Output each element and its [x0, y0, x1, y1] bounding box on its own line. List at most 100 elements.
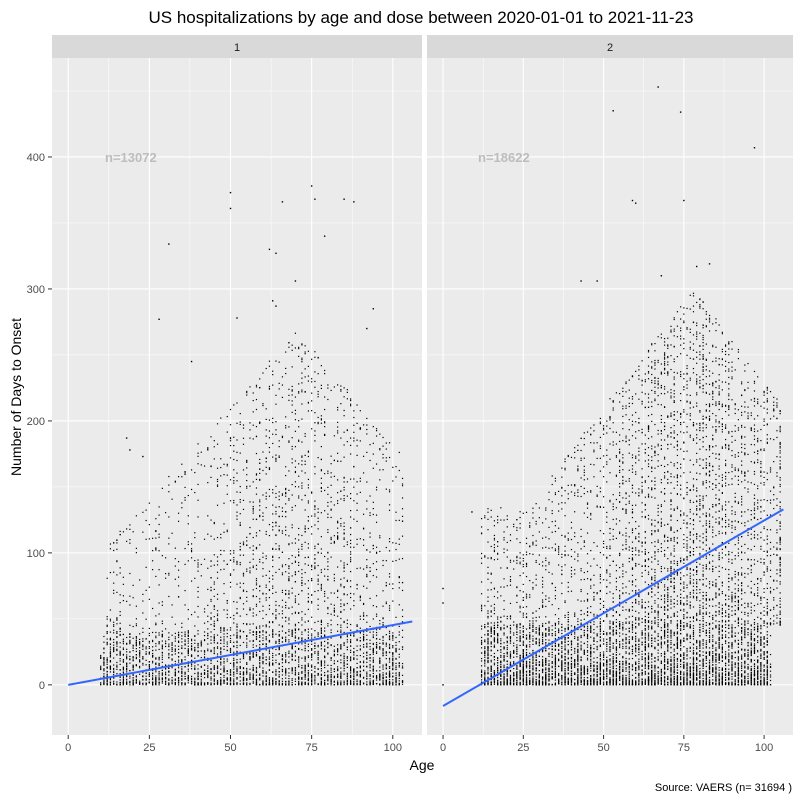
scatter-point [233, 552, 235, 554]
scatter-point [320, 648, 322, 650]
scatter-point [265, 429, 267, 431]
scatter-point [210, 600, 212, 602]
scatter-point [113, 582, 115, 584]
scatter-point [126, 665, 128, 667]
scatter-point [187, 541, 189, 543]
scatter-point [164, 681, 167, 683]
scatter-point [242, 676, 245, 679]
scatter-point [268, 669, 271, 671]
scatter-point [139, 682, 141, 684]
scatter-point [119, 684, 121, 686]
scatter-point [161, 633, 163, 635]
scatter-point [311, 675, 313, 677]
scatter-point [301, 361, 303, 363]
scatter-point [307, 556, 310, 558]
scatter-point [187, 665, 189, 667]
scatter-point [174, 547, 176, 549]
scatter-point [385, 681, 387, 684]
scatter-point [161, 630, 163, 632]
scatter-point [519, 644, 521, 647]
scatter-point [148, 647, 150, 649]
scatter-point [392, 681, 394, 683]
scatter-point [301, 619, 303, 621]
scatter-point [272, 526, 274, 528]
scatter-point [307, 634, 310, 636]
scatter-point [272, 513, 274, 515]
scatter-point [320, 583, 322, 586]
scatter-point [207, 671, 209, 673]
scatter-point [164, 628, 167, 630]
scatter-point [298, 534, 300, 536]
scatter-point [142, 640, 144, 642]
scatter-point [535, 656, 537, 659]
scatter-point [161, 555, 163, 557]
scatter-point [275, 683, 277, 685]
scatter-point [190, 614, 193, 616]
scatter-point [353, 654, 355, 656]
scatter-point [236, 563, 238, 565]
scatter-point [288, 590, 290, 592]
scatter-point [252, 652, 254, 654]
scatter-point [676, 626, 679, 628]
scatter-point [262, 575, 264, 577]
scatter-point [337, 409, 339, 411]
scatter-point [135, 654, 137, 656]
scatter-point [285, 656, 287, 658]
scatter-point [291, 555, 293, 557]
scatter-point [388, 678, 391, 681]
scatter-point [278, 663, 280, 665]
scatter-point [281, 658, 284, 660]
scatter-point [226, 636, 228, 638]
scatter-point [314, 677, 316, 679]
scatter-point [272, 613, 274, 615]
scatter-point [148, 524, 150, 526]
scatter-point [554, 679, 557, 681]
scatter-point [255, 487, 258, 489]
scatter-point [129, 542, 131, 544]
scatter-point [207, 676, 209, 678]
scatter-point [220, 639, 222, 641]
scatter-point [213, 672, 215, 674]
scatter-point [142, 684, 144, 686]
scatter-point [731, 669, 733, 671]
scatter-point [327, 505, 329, 507]
scatter-point [737, 646, 740, 648]
scatter-point [506, 663, 508, 665]
scatter-point [337, 452, 339, 454]
scatter-point [174, 682, 176, 684]
scatter-point [480, 643, 483, 645]
scatter-point [385, 460, 387, 462]
scatter-point [625, 647, 627, 649]
scatter-point [135, 642, 137, 644]
scatter-point [184, 486, 186, 489]
scatter-point [291, 587, 293, 589]
scatter-point [324, 421, 326, 423]
scatter-point [311, 659, 313, 661]
scatter-point [307, 665, 310, 667]
scatter-point [766, 675, 768, 677]
scatter-point [148, 667, 150, 670]
scatter-point [129, 595, 131, 597]
scatter-point [330, 538, 332, 541]
scatter-point [388, 632, 391, 634]
scatter-point [278, 361, 280, 363]
scatter-point [487, 626, 489, 628]
scatter-point [346, 481, 348, 483]
scatter-point [333, 535, 335, 537]
scatter-point [359, 675, 361, 677]
scatter-point [330, 676, 332, 678]
scatter-point [356, 481, 358, 483]
scatter-point [161, 679, 163, 681]
scatter-point [398, 671, 400, 674]
scatter-point [239, 452, 241, 454]
scatter-point [369, 665, 371, 667]
scatter-point [177, 520, 180, 522]
scatter-point [106, 683, 108, 685]
scatter-point [301, 617, 303, 619]
scatter-point [349, 497, 352, 500]
scatter-point [106, 657, 108, 659]
scatter-point [249, 570, 251, 572]
scatter-point [229, 677, 232, 679]
scatter-point [324, 600, 326, 602]
scatter-point [392, 682, 394, 684]
